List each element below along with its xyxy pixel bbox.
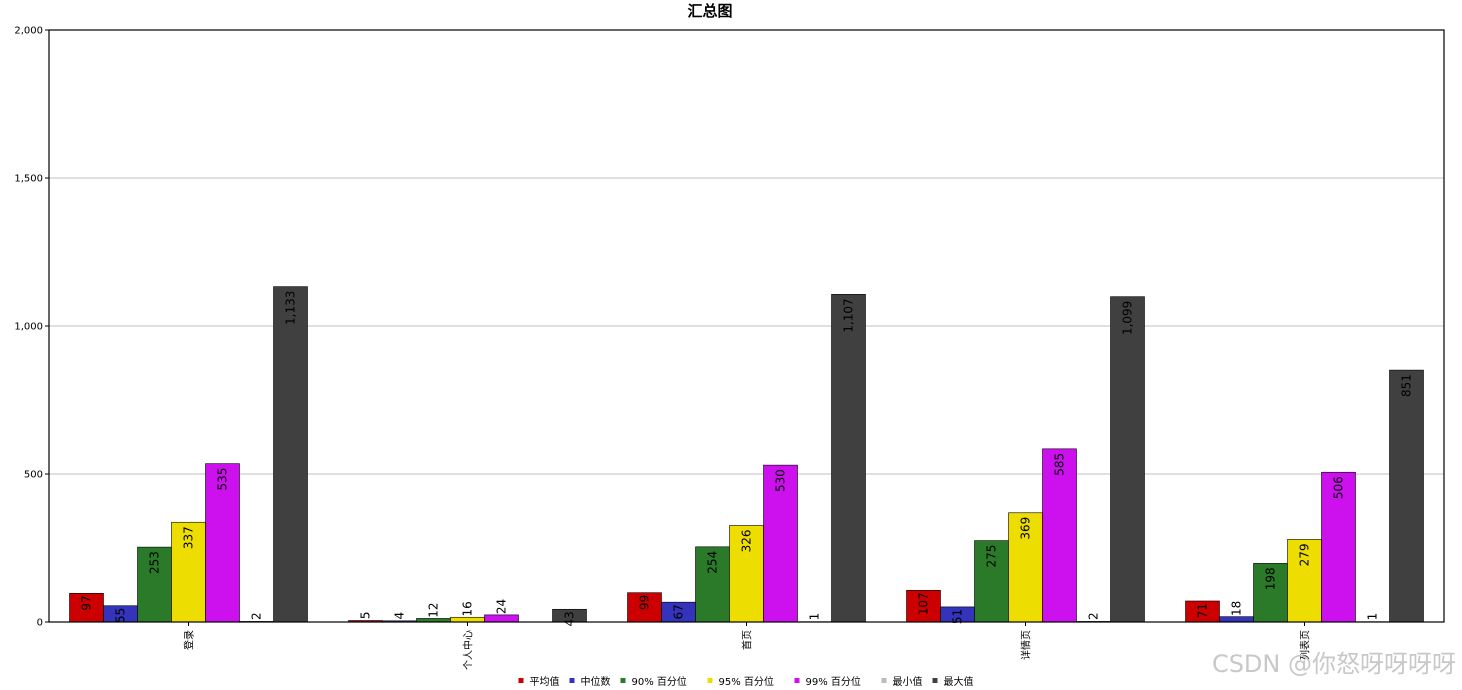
data-label: 55 (114, 608, 128, 623)
data-label: 254 (706, 551, 720, 574)
data-label: 67 (672, 604, 686, 619)
bar (1287, 539, 1322, 623)
bars (69, 286, 1424, 623)
y-tick-label: 500 (24, 470, 43, 481)
y-tick-label: 2,000 (14, 26, 43, 37)
data-label: 198 (1264, 567, 1278, 590)
data-label: 2 (250, 612, 264, 620)
data-label: 71 (1196, 603, 1210, 618)
data-label: 369 (1019, 517, 1033, 540)
data-label: 851 (1400, 374, 1414, 397)
data-label: 337 (182, 526, 196, 549)
bar (1042, 448, 1077, 623)
legend-label: 平均值 (530, 675, 560, 688)
data-label: 535 (216, 468, 230, 491)
data-label: 4 (393, 612, 407, 620)
gridlines (49, 177, 1444, 475)
x-category-label: 首页 (741, 630, 754, 650)
bar (729, 525, 764, 623)
x-category-label: 详情页 (1020, 630, 1033, 660)
data-label: 99 (638, 595, 652, 610)
data-label: 2 (1087, 612, 1101, 620)
watermark: CSDN @你怒呀呀呀呀 (1212, 650, 1456, 678)
bar (484, 614, 519, 623)
y-tick-label: 0 (37, 618, 43, 629)
x-category-label: 个人中心 (462, 630, 475, 670)
data-label: 1,099 (1121, 301, 1135, 335)
data-label: 275 (985, 545, 999, 568)
bar (1321, 471, 1356, 623)
legend-swatch (518, 678, 524, 683)
data-label: 18 (1230, 601, 1244, 616)
legend-swatch (620, 678, 626, 683)
bar (69, 592, 104, 623)
x-category-label: 列表页 (1299, 630, 1312, 660)
bar (1110, 296, 1145, 623)
data-label: 585 (1053, 453, 1067, 476)
legend-label: 中位数 (581, 675, 611, 688)
bar (1389, 369, 1424, 623)
legend-label: 最小值 (893, 675, 923, 688)
data-label: 24 (495, 599, 509, 614)
legend-swatch (881, 678, 887, 683)
data-label: 506 (1332, 476, 1346, 499)
x-category-label: 登录 (183, 630, 196, 650)
data-label: 279 (1298, 543, 1312, 566)
bar (205, 463, 240, 623)
data-label: 107 (917, 592, 931, 615)
data-label: 1 (1366, 613, 1380, 621)
legend-swatch (569, 678, 575, 683)
bar (450, 616, 485, 623)
data-label: 1 (808, 613, 822, 621)
legend-label: 最大值 (944, 675, 974, 688)
data-label: 1,133 (284, 291, 298, 325)
data-label: 253 (148, 551, 162, 574)
y-tick-label: 1,500 (14, 174, 43, 185)
data-label: 1,107 (842, 298, 856, 332)
legend-swatch (794, 678, 800, 683)
legend-swatch (932, 678, 938, 683)
data-label: 16 (461, 601, 475, 616)
bar (906, 590, 941, 623)
data-label: 97 (80, 595, 94, 610)
axes: 0 500 1,000 1,500 2,000 登录 个人中心 首页 详情页 列表页 (14, 26, 1311, 671)
data-label: 12 (427, 602, 441, 617)
bar (974, 540, 1009, 623)
legend-label: 99% 百分位 (806, 675, 861, 688)
legend-swatch (707, 678, 713, 683)
legend-label: 95% 百分位 (719, 675, 774, 688)
bar (763, 464, 798, 623)
data-label: 51 (951, 609, 965, 624)
data-label: 5 (359, 612, 373, 620)
bar (695, 546, 730, 623)
data-label: 43 (563, 611, 577, 626)
chart-title: 汇总图 (687, 2, 732, 20)
y-tick-label: 1,000 (14, 322, 43, 333)
legend-label: 90% 百分位 (632, 675, 687, 688)
legend: 平均值 中位数 90% 百分位 95% 百分位 99% 百分位 最小值 最大值 (518, 675, 974, 688)
bar (831, 294, 866, 623)
bar (1219, 616, 1254, 623)
bar (273, 286, 308, 623)
data-label: 530 (774, 469, 788, 492)
data-label: 326 (740, 530, 754, 553)
